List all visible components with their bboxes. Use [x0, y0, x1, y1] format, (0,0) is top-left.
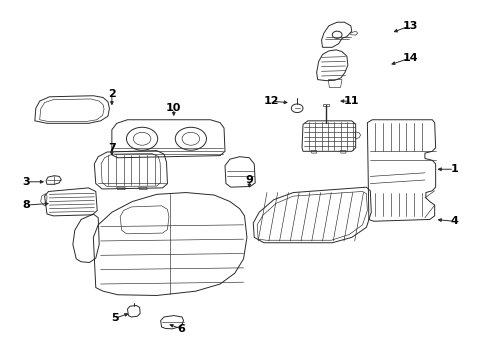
Text: 9: 9	[245, 175, 253, 185]
Text: 14: 14	[402, 53, 417, 63]
Text: 6: 6	[177, 324, 184, 334]
Text: 12: 12	[263, 96, 279, 106]
Text: 10: 10	[166, 103, 181, 113]
Text: 2: 2	[108, 89, 116, 99]
Text: 4: 4	[449, 216, 457, 226]
Text: 8: 8	[22, 200, 30, 210]
Text: 3: 3	[22, 177, 30, 187]
Text: 5: 5	[111, 313, 119, 323]
Text: 7: 7	[108, 143, 116, 153]
Text: 13: 13	[402, 21, 417, 31]
Text: 1: 1	[449, 164, 457, 174]
Text: 11: 11	[344, 96, 359, 106]
